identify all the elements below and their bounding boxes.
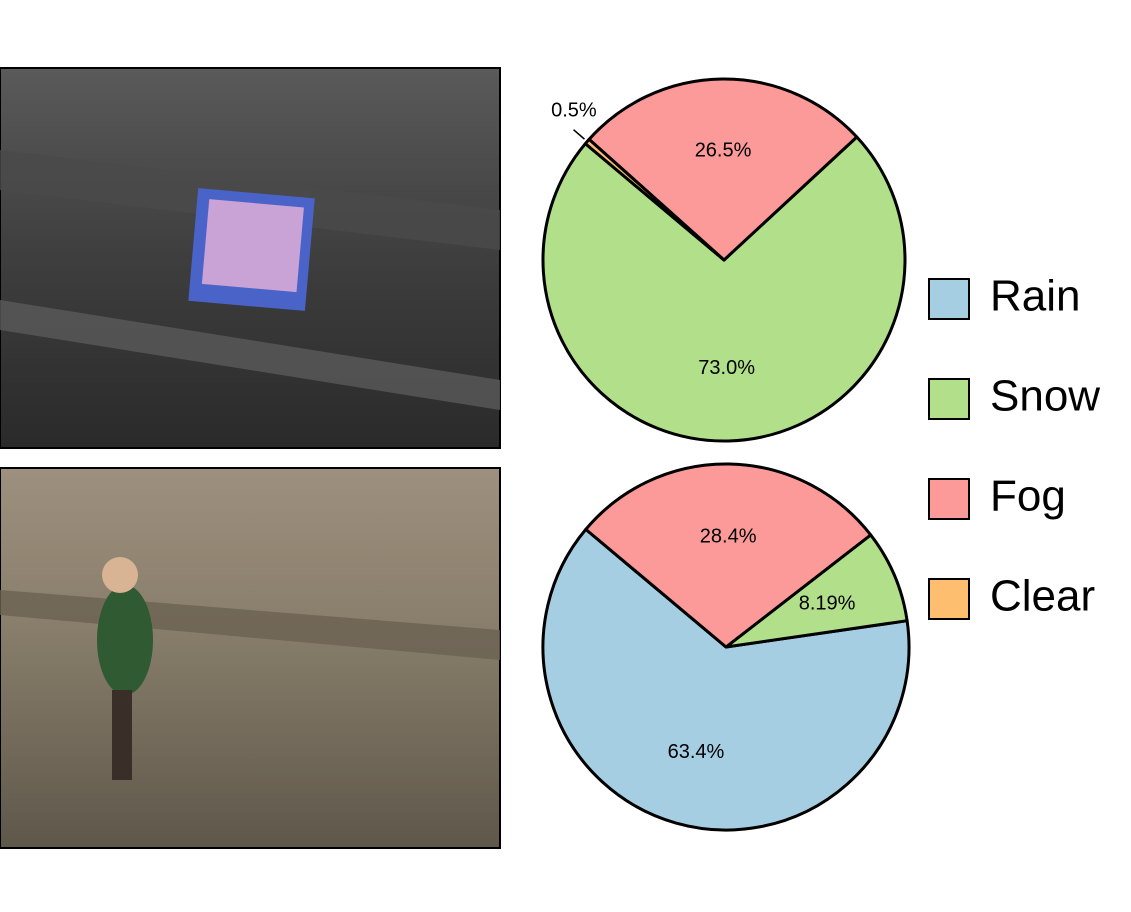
- photo-bottom: [0, 467, 501, 849]
- legend-swatch: [928, 378, 970, 420]
- legend-label: Snow: [990, 372, 1100, 421]
- legend-swatch: [928, 578, 970, 620]
- pie-slice: [541, 527, 911, 832]
- leader-line: [573, 129, 585, 140]
- value-label: 63.4%: [668, 741, 725, 763]
- value-label: 28.4%: [700, 526, 757, 548]
- pie-slice: [587, 77, 859, 262]
- pie-slice: [724, 533, 909, 649]
- legend-swatch: [928, 478, 970, 520]
- pies: 73.0% 26.5% 0.5% 63.4% 8.19% 28.4%: [541, 77, 911, 832]
- value-label: 73.0%: [698, 357, 755, 379]
- photo-top: [0, 67, 501, 449]
- pie-slice: [541, 135, 907, 443]
- pie-slice: [583, 137, 726, 262]
- pie-slice: [584, 462, 873, 649]
- value-label: 8.19%: [799, 592, 856, 614]
- value-label: 26.5%: [695, 140, 752, 162]
- legend: Rain Snow Fog Clear: [928, 272, 1100, 621]
- legend-swatch: [928, 278, 970, 320]
- value-label: 0.5%: [551, 100, 597, 122]
- legend-label: Clear: [990, 572, 1095, 621]
- legend-label: Fog: [990, 472, 1066, 521]
- legend-label: Rain: [990, 272, 1081, 321]
